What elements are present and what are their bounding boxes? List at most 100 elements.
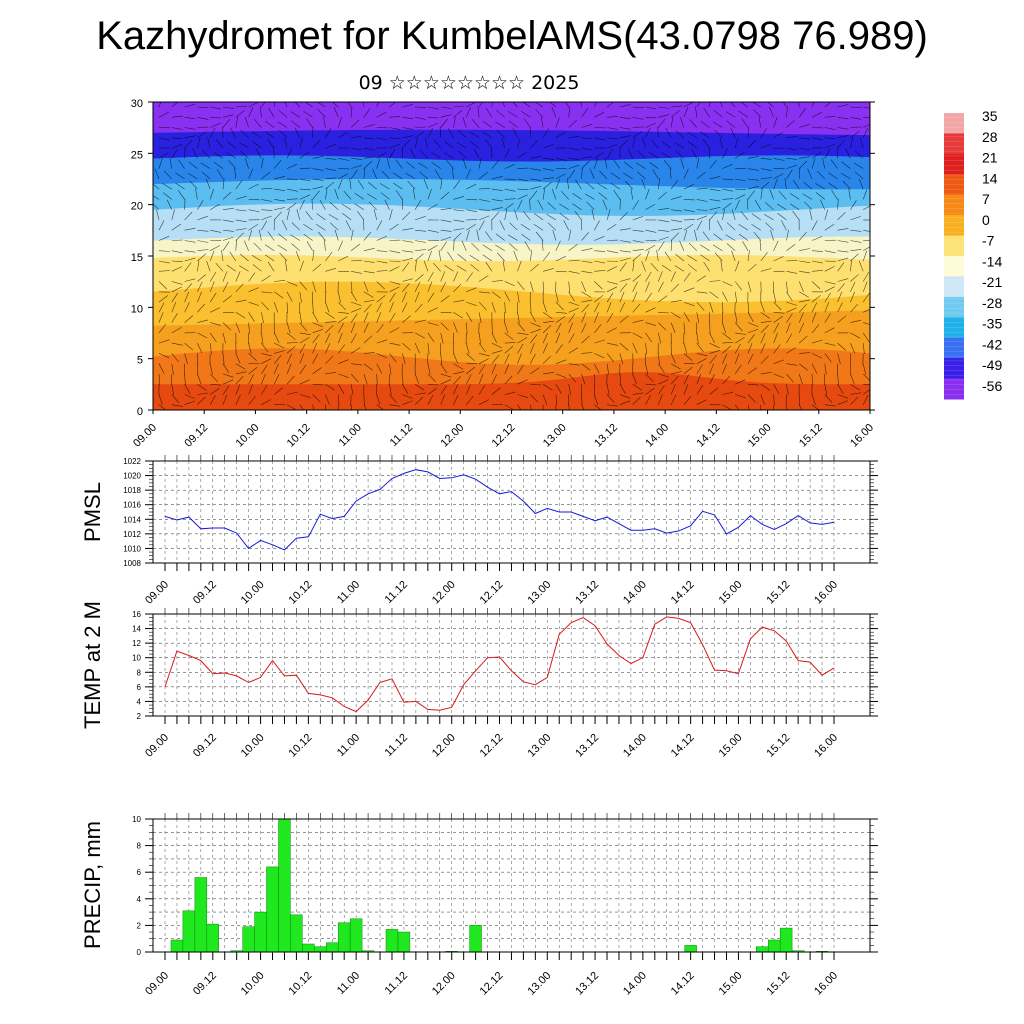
wind-barb [753, 231, 762, 241]
wind-barb [419, 150, 429, 159]
wind-barb [786, 147, 798, 151]
wind-barb [206, 260, 211, 272]
wind-barb [656, 250, 659, 262]
wind-barb [389, 394, 397, 403]
wind-barb [325, 177, 337, 180]
colorbar-label: 28 [982, 129, 998, 145]
wind-barb [542, 394, 548, 405]
colorbar-swatch [944, 337, 964, 359]
wind-barb [338, 332, 343, 344]
wind-barb [235, 209, 247, 212]
wind-barb [376, 270, 388, 272]
pmsl-x-tick-label: 15.12 [764, 579, 792, 607]
precip-bar [768, 939, 781, 953]
wind-barb [171, 292, 179, 303]
precip-x-tick-label: 11.12 [383, 970, 410, 997]
wind-barb [235, 271, 241, 282]
wind-barb [543, 320, 555, 323]
wind-barb [760, 301, 765, 313]
wind-barb [171, 137, 183, 140]
precip-bar [290, 914, 303, 953]
wind-barb [235, 299, 247, 303]
pmsl-x-tick-label: 12.00 [430, 579, 458, 607]
wind-barb [726, 120, 736, 128]
wind-barb [594, 102, 597, 108]
wind-barb [607, 250, 618, 254]
wind-barb [184, 127, 196, 130]
precip-bar [469, 925, 482, 953]
wind-barb [286, 363, 292, 375]
wind-barb [184, 135, 196, 139]
wind-barb [248, 396, 256, 405]
wind-barb [210, 387, 220, 395]
wind-barb [747, 367, 758, 375]
colorbar-swatch [944, 194, 964, 216]
wind-barb [158, 324, 167, 334]
wind-barb [786, 260, 798, 262]
wind-barb [402, 262, 410, 272]
wind-barb [290, 111, 300, 118]
wind-barb [350, 281, 353, 293]
wind-barb [632, 342, 638, 354]
wind-barb [786, 281, 788, 293]
wind-barb [606, 286, 618, 293]
wind-barb [427, 106, 439, 110]
wind-barb [209, 127, 216, 138]
wind-barb [312, 353, 319, 364]
wind-barb [798, 108, 806, 118]
wind-barb [333, 106, 339, 118]
wind-barb [466, 272, 473, 282]
wind-barb [286, 178, 299, 180]
wind-barb [277, 121, 288, 128]
wind-barb [589, 168, 595, 180]
wind-barb [325, 371, 337, 375]
wind-barb [171, 327, 182, 334]
wind-barb [747, 178, 759, 181]
wind-barb [222, 191, 232, 200]
wind-barb [658, 312, 670, 314]
wind-barb [184, 211, 193, 221]
wind-barb [414, 342, 420, 354]
colorbar-swatch [944, 317, 964, 339]
wind-barb [811, 404, 820, 410]
wind-barb [368, 181, 377, 190]
wind-barb [837, 400, 848, 405]
wind-barb [184, 353, 188, 365]
wind-barb [402, 278, 413, 282]
wind-barb [239, 253, 249, 262]
wind-barb [453, 110, 463, 118]
wind-barb [274, 280, 286, 282]
wind-barb [491, 302, 496, 313]
wind-barb [517, 364, 524, 375]
wind-barb [427, 394, 434, 405]
wind-barb [363, 291, 374, 298]
wind-barb [440, 219, 452, 223]
wind-barb [244, 240, 249, 251]
wind-barb [568, 158, 580, 160]
wind-barb [683, 199, 695, 201]
wind-barb [591, 209, 595, 220]
wind-barb [747, 383, 759, 386]
wind-barb [824, 353, 832, 363]
wind-barb [367, 193, 377, 200]
wind-barb [530, 383, 542, 386]
wind-barb [799, 156, 811, 159]
wind-barb [512, 102, 518, 108]
wind-barb [235, 228, 247, 231]
wind-barb [402, 250, 414, 253]
wind-barb [606, 353, 615, 363]
wind-barb [299, 188, 311, 191]
wind-barb [363, 394, 365, 406]
wind-barb [765, 222, 774, 231]
wind-barb [440, 385, 448, 395]
wind-barb [405, 172, 416, 180]
wind-barb [466, 396, 474, 405]
wind-barb [456, 142, 467, 149]
temp-y-tick-label: 10 [132, 654, 141, 663]
wind-barb [581, 232, 590, 241]
wind-barb [680, 158, 685, 169]
wind-barb [661, 264, 672, 272]
wind-barb [824, 404, 836, 407]
wind-barb [158, 250, 171, 252]
